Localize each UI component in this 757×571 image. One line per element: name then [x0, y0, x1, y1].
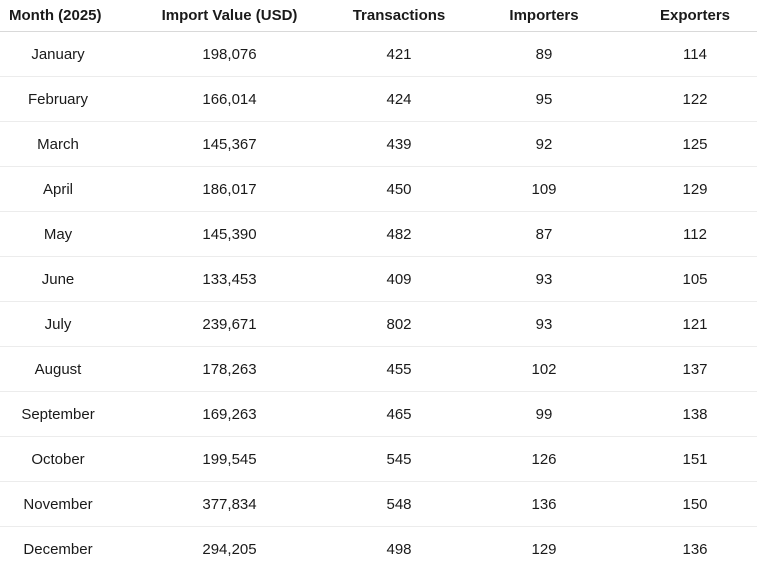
cell-import-value: 145,390: [116, 212, 343, 257]
table-row: February 166,014 424 95 122: [0, 77, 757, 122]
cell-transactions: 482: [343, 212, 455, 257]
cell-importers: 129: [455, 527, 633, 571]
cell-transactions: 450: [343, 167, 455, 212]
cell-importers: 136: [455, 482, 633, 527]
cell-month: July: [0, 302, 116, 347]
cell-transactions: 439: [343, 122, 455, 167]
cell-importers: 89: [455, 32, 633, 77]
cell-import-value: 178,263: [116, 347, 343, 392]
table-row: September 169,263 465 99 138: [0, 392, 757, 437]
cell-import-value: 198,076: [116, 32, 343, 77]
table-row: June 133,453 409 93 105: [0, 257, 757, 302]
cell-importers: 92: [455, 122, 633, 167]
cell-exporters: 122: [633, 77, 757, 122]
table-body: January 198,076 421 89 114 February 166,…: [0, 32, 757, 571]
cell-transactions: 802: [343, 302, 455, 347]
cell-month: January: [0, 32, 116, 77]
cell-import-value: 145,367: [116, 122, 343, 167]
cell-exporters: 114: [633, 32, 757, 77]
cell-exporters: 150: [633, 482, 757, 527]
cell-transactions: 545: [343, 437, 455, 482]
cell-import-value: 377,834: [116, 482, 343, 527]
cell-import-value: 166,014: [116, 77, 343, 122]
table-row: July 239,671 802 93 121: [0, 302, 757, 347]
cell-transactions: 465: [343, 392, 455, 437]
header-exporters[interactable]: Exporters: [633, 0, 757, 32]
table-header: Month (2025) Import Value (USD) Transact…: [0, 0, 757, 32]
cell-import-value: 239,671: [116, 302, 343, 347]
cell-transactions: 455: [343, 347, 455, 392]
cell-exporters: 129: [633, 167, 757, 212]
cell-month: February: [0, 77, 116, 122]
cell-exporters: 151: [633, 437, 757, 482]
table-row: August 178,263 455 102 137: [0, 347, 757, 392]
cell-exporters: 105: [633, 257, 757, 302]
table-row: November 377,834 548 136 150: [0, 482, 757, 527]
table-row: October 199,545 545 126 151: [0, 437, 757, 482]
cell-month: June: [0, 257, 116, 302]
cell-importers: 99: [455, 392, 633, 437]
cell-month: May: [0, 212, 116, 257]
cell-importers: 93: [455, 302, 633, 347]
cell-month: August: [0, 347, 116, 392]
cell-exporters: 125: [633, 122, 757, 167]
cell-transactions: 548: [343, 482, 455, 527]
cell-importers: 126: [455, 437, 633, 482]
table-row: January 198,076 421 89 114: [0, 32, 757, 77]
cell-exporters: 121: [633, 302, 757, 347]
cell-month: March: [0, 122, 116, 167]
cell-month: September: [0, 392, 116, 437]
cell-import-value: 294,205: [116, 527, 343, 571]
cell-exporters: 136: [633, 527, 757, 571]
cell-importers: 109: [455, 167, 633, 212]
cell-import-value: 199,545: [116, 437, 343, 482]
table-row: December 294,205 498 129 136: [0, 527, 757, 571]
header-month[interactable]: Month (2025): [0, 0, 116, 32]
cell-transactions: 421: [343, 32, 455, 77]
cell-transactions: 498: [343, 527, 455, 571]
cell-import-value: 133,453: [116, 257, 343, 302]
header-import-value[interactable]: Import Value (USD): [116, 0, 343, 32]
cell-exporters: 137: [633, 347, 757, 392]
cell-month: December: [0, 527, 116, 571]
cell-transactions: 424: [343, 77, 455, 122]
cell-month: October: [0, 437, 116, 482]
table-row: May 145,390 482 87 112: [0, 212, 757, 257]
cell-exporters: 112: [633, 212, 757, 257]
cell-month: November: [0, 482, 116, 527]
header-importers[interactable]: Importers: [455, 0, 633, 32]
table-row: March 145,367 439 92 125: [0, 122, 757, 167]
header-transactions[interactable]: Transactions: [343, 0, 455, 32]
cell-transactions: 409: [343, 257, 455, 302]
cell-importers: 87: [455, 212, 633, 257]
cell-importers: 95: [455, 77, 633, 122]
cell-month: April: [0, 167, 116, 212]
cell-import-value: 186,017: [116, 167, 343, 212]
header-row: Month (2025) Import Value (USD) Transact…: [0, 0, 757, 32]
cell-exporters: 138: [633, 392, 757, 437]
table-row: April 186,017 450 109 129: [0, 167, 757, 212]
cell-importers: 102: [455, 347, 633, 392]
cell-importers: 93: [455, 257, 633, 302]
cell-import-value: 169,263: [116, 392, 343, 437]
